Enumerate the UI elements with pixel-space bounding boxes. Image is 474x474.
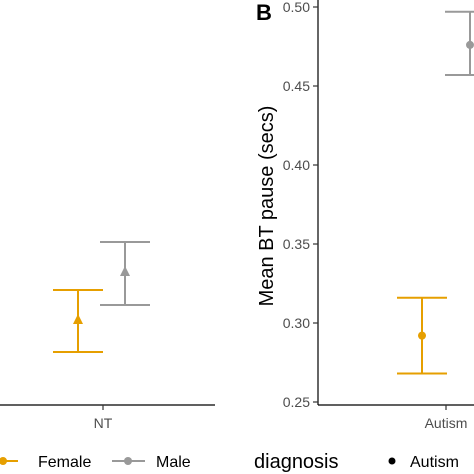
legend-label-male: Male: [156, 454, 191, 471]
panel-a: NT: [0, 241, 215, 431]
legend-title-diagnosis: diagnosis: [254, 451, 339, 473]
panel-b-male-point: [466, 40, 474, 49]
panel-b-y-tick-label-0-35: 0.35: [283, 236, 310, 252]
legend-label-female: Female: [38, 454, 91, 471]
panel-b-y-tick-label-0-30: 0.30: [283, 315, 310, 331]
panel-b-label: B: [256, 0, 272, 25]
legend-key-female-point: [0, 457, 7, 465]
panel-a-male-point: [120, 266, 130, 276]
panel-b-x-tick-label-autism: Autism: [425, 415, 468, 431]
legend-key-autism: [388, 457, 396, 465]
panel-b-y-axis-title: Mean BT pause (secs): [256, 106, 278, 307]
panel-b-female-point: [418, 331, 426, 340]
panel-b-y-tick-label-0-50: 0.50: [283, 0, 310, 15]
panel-a-x-tick-label-nt: NT: [94, 415, 113, 431]
legend: Female Male diagnosis Autism: [0, 451, 459, 473]
panel-b: B 0.25 0.30 0.35 0.40 0.45 0.50 Mean BT pause (…: [256, 0, 474, 431]
legend-label-autism: Autism: [410, 454, 459, 471]
legend-key-male-point: [124, 457, 132, 465]
panel-b-y-tick-label-0-40: 0.40: [283, 157, 310, 173]
panel-b-y-tick-label-0-25: 0.25: [283, 394, 310, 410]
panel-b-y-tick-label-0-45: 0.45: [283, 78, 310, 94]
panel-a-female-point: [73, 314, 83, 324]
